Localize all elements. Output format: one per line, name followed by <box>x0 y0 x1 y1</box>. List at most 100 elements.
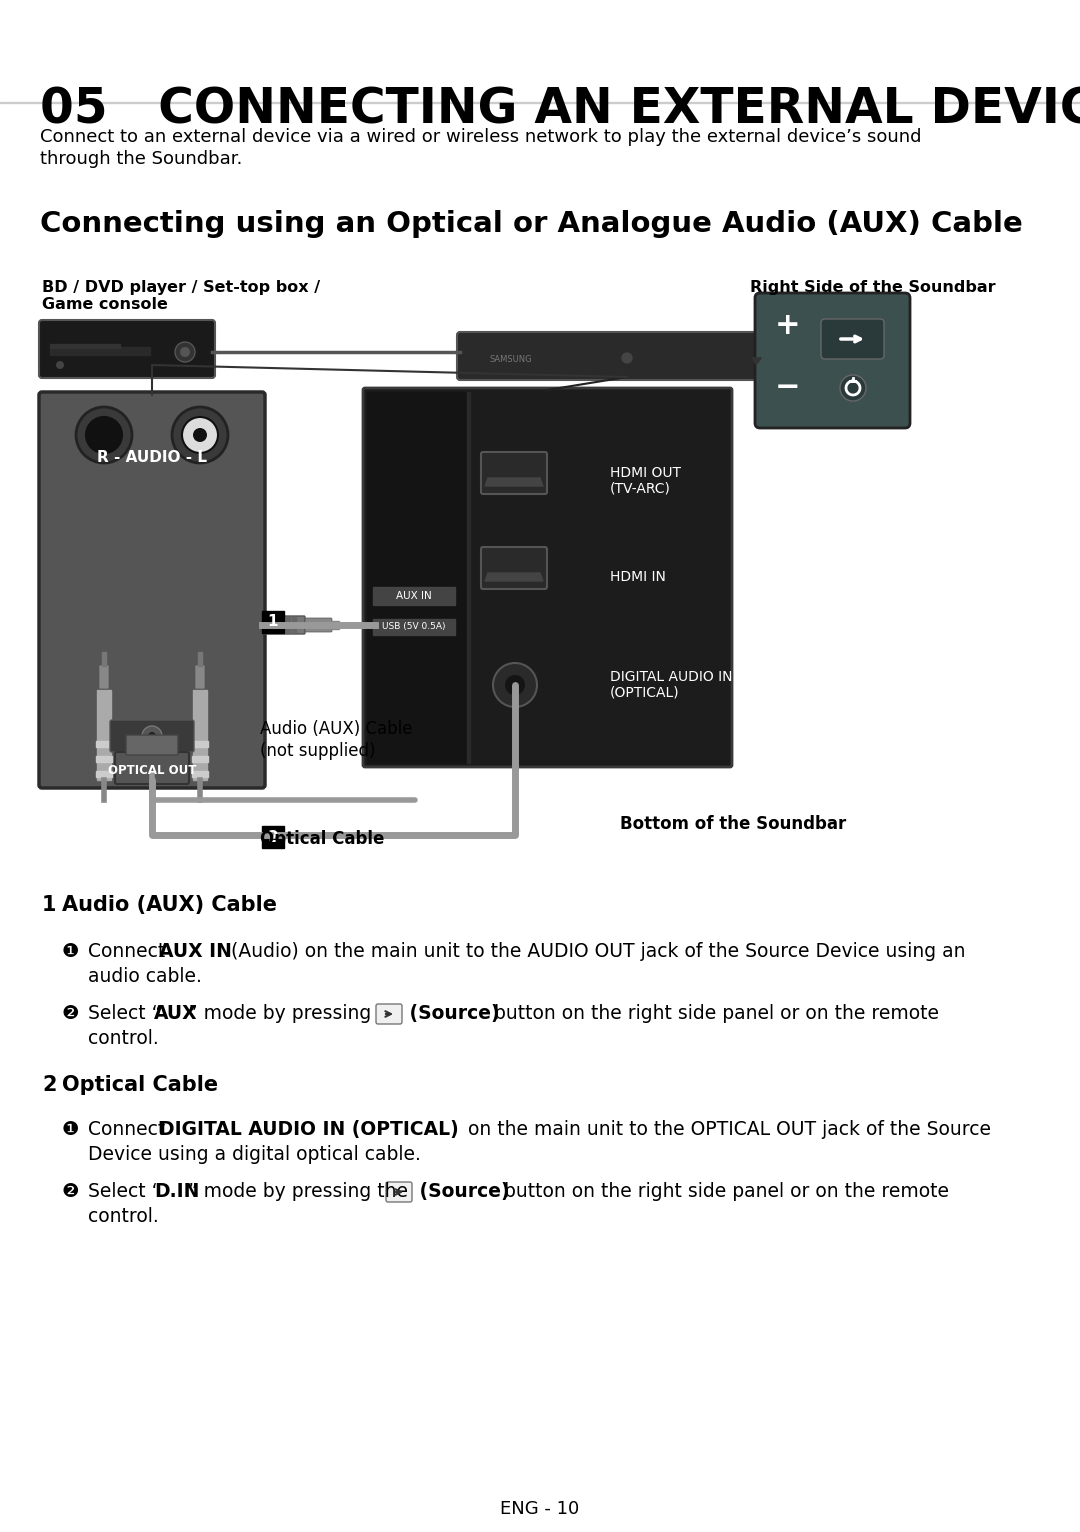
Text: OPTICAL OUT: OPTICAL OUT <box>108 763 197 777</box>
Text: on the main unit to the OPTICAL OUT jack of the Source: on the main unit to the OPTICAL OUT jack… <box>462 1120 991 1138</box>
Circle shape <box>175 342 195 362</box>
FancyBboxPatch shape <box>363 388 732 768</box>
FancyBboxPatch shape <box>110 720 194 752</box>
Text: Game console: Game console <box>42 297 167 313</box>
Text: Connect: Connect <box>87 1120 172 1138</box>
Text: (not supplied): (not supplied) <box>260 741 376 760</box>
Text: (OPTICAL): (OPTICAL) <box>610 686 679 700</box>
Polygon shape <box>485 573 543 581</box>
Bar <box>50 345 120 348</box>
Circle shape <box>193 427 207 443</box>
Text: DIGITAL AUDIO IN: DIGITAL AUDIO IN <box>610 669 732 683</box>
Bar <box>262 826 284 849</box>
Text: audio cable.: audio cable. <box>87 967 202 987</box>
FancyBboxPatch shape <box>305 617 332 633</box>
Circle shape <box>492 663 537 706</box>
Circle shape <box>97 427 111 443</box>
Bar <box>193 689 207 780</box>
Text: button on the right side panel or on the remote: button on the right side panel or on the… <box>498 1183 949 1201</box>
Circle shape <box>86 417 122 453</box>
Text: SAMSUNG: SAMSUNG <box>490 354 532 363</box>
Text: R - AUDIO - L: R - AUDIO - L <box>97 449 207 464</box>
Text: −: − <box>775 374 800 403</box>
Text: 1: 1 <box>42 895 56 915</box>
Text: ❷: ❷ <box>62 1003 80 1023</box>
Text: Right Side of the Soundbar: Right Side of the Soundbar <box>750 280 996 296</box>
Bar <box>198 653 202 666</box>
Bar <box>268 617 272 633</box>
FancyBboxPatch shape <box>264 616 305 634</box>
FancyBboxPatch shape <box>481 452 546 493</box>
Text: AUX: AUX <box>154 1003 198 1023</box>
FancyBboxPatch shape <box>39 392 265 787</box>
Text: Optical Cable: Optical Cable <box>260 830 384 849</box>
Text: Connect to an external device via a wired or wireless network to play the extern: Connect to an external device via a wire… <box>40 129 921 146</box>
Bar <box>192 741 208 748</box>
Text: ❷: ❷ <box>62 1183 80 1201</box>
Text: ❶: ❶ <box>62 1120 80 1138</box>
FancyBboxPatch shape <box>99 665 109 689</box>
Bar <box>50 348 150 355</box>
Text: 2: 2 <box>268 829 279 844</box>
Bar <box>96 741 112 748</box>
Text: 1: 1 <box>268 614 279 630</box>
Text: Audio (AUX) Cable: Audio (AUX) Cable <box>260 720 413 738</box>
Circle shape <box>148 732 156 740</box>
FancyBboxPatch shape <box>386 1183 411 1203</box>
FancyBboxPatch shape <box>457 332 758 380</box>
Text: BD / DVD player / Set-top box /: BD / DVD player / Set-top box / <box>42 280 320 296</box>
Text: D.IN: D.IN <box>154 1183 200 1201</box>
Text: DIGITAL AUDIO IN (OPTICAL): DIGITAL AUDIO IN (OPTICAL) <box>159 1120 459 1138</box>
Circle shape <box>622 352 632 363</box>
Text: AUX IN: AUX IN <box>159 942 232 961</box>
Text: AUX IN: AUX IN <box>396 591 432 601</box>
FancyBboxPatch shape <box>195 665 205 689</box>
FancyBboxPatch shape <box>39 320 215 378</box>
FancyBboxPatch shape <box>481 547 546 588</box>
FancyBboxPatch shape <box>755 293 910 427</box>
Text: Connect: Connect <box>87 942 172 961</box>
Bar <box>367 392 467 763</box>
Text: Device using a digital optical cable.: Device using a digital optical cable. <box>87 1144 421 1164</box>
Text: ” mode by pressing the: ” mode by pressing the <box>188 1183 414 1201</box>
Bar <box>286 617 291 633</box>
Circle shape <box>172 408 228 463</box>
Text: (Source): (Source) <box>403 1003 500 1023</box>
Text: HDMI IN: HDMI IN <box>610 570 666 584</box>
Circle shape <box>840 375 866 401</box>
Text: HDMI OUT: HDMI OUT <box>610 466 681 480</box>
Bar <box>102 653 106 666</box>
Text: Bottom of the Soundbar: Bottom of the Soundbar <box>620 815 847 833</box>
Text: control.: control. <box>87 1030 159 1048</box>
Circle shape <box>141 726 162 746</box>
Bar <box>192 755 208 761</box>
Text: 2: 2 <box>42 1075 56 1095</box>
Bar <box>467 392 470 763</box>
FancyBboxPatch shape <box>126 735 178 755</box>
Bar <box>292 617 296 633</box>
Text: 05   CONNECTING AN EXTERNAL DEVICE: 05 CONNECTING AN EXTERNAL DEVICE <box>40 84 1080 133</box>
Circle shape <box>183 417 218 453</box>
Circle shape <box>180 348 190 357</box>
Bar <box>96 771 112 777</box>
Text: (TV-ARC): (TV-ARC) <box>610 481 671 495</box>
Bar <box>97 689 111 780</box>
Bar <box>373 587 455 605</box>
Text: ENG - 10: ENG - 10 <box>500 1500 580 1518</box>
Bar <box>262 611 284 633</box>
Circle shape <box>505 676 525 696</box>
FancyBboxPatch shape <box>114 752 189 784</box>
Text: control.: control. <box>87 1207 159 1226</box>
Text: USB (5V 0.5A): USB (5V 0.5A) <box>382 622 446 631</box>
Text: Connecting using an Optical or Analogue Audio (AUX) Cable: Connecting using an Optical or Analogue … <box>40 210 1023 237</box>
Text: Audio (AUX) Cable: Audio (AUX) Cable <box>62 895 276 915</box>
Text: ” mode by pressing: ” mode by pressing <box>188 1003 377 1023</box>
Text: ❶: ❶ <box>62 942 80 961</box>
Bar <box>96 755 112 761</box>
Text: through the Soundbar.: through the Soundbar. <box>40 150 242 169</box>
Text: (Source): (Source) <box>413 1183 510 1201</box>
Bar <box>373 619 455 634</box>
Text: Select “: Select “ <box>87 1003 161 1023</box>
Text: button on the right side panel or on the remote: button on the right side panel or on the… <box>488 1003 939 1023</box>
Text: Select “: Select “ <box>87 1183 161 1201</box>
